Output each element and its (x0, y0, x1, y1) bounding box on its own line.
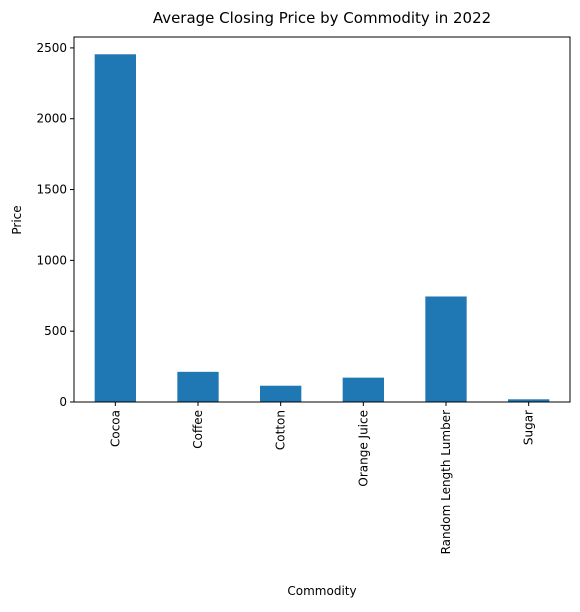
bar-random-length-lumber (425, 296, 467, 402)
y-tick-label: 500 (44, 324, 67, 338)
y-tick-label: 2500 (36, 41, 67, 55)
y-tick-label: 1500 (36, 183, 67, 197)
x-axis-ticks: Cocoa Coffee Cotton Orange Juice Random Leng… (108, 402, 536, 554)
bar-cocoa (94, 54, 136, 402)
y-tick-label: 2000 (36, 112, 67, 126)
x-tick-label: Coffee (191, 410, 205, 449)
x-tick-label: Cotton (274, 410, 288, 450)
x-tick-label: Sugar (522, 410, 536, 445)
chart-title: Average Closing Price by Commodity in 20… (153, 9, 491, 27)
y-tick-label: 1000 (36, 253, 67, 267)
bar-orange-juice (342, 377, 384, 402)
x-tick-label: Cocoa (108, 410, 122, 447)
y-axis-ticks: 0 500 1000 1500 2000 2500 (36, 41, 74, 409)
bars-group (94, 54, 550, 402)
bar-cotton (260, 385, 302, 402)
plot-area-frame (73, 36, 571, 403)
x-tick-label: Orange Juice (356, 410, 370, 487)
bar-sugar (508, 399, 550, 402)
bar-coffee (177, 371, 219, 402)
x-axis-label: Commodity (287, 584, 356, 598)
y-axis-label: Price (10, 205, 24, 234)
y-tick-label: 0 (59, 395, 67, 409)
x-tick-label: Random Length Lumber (439, 410, 453, 554)
